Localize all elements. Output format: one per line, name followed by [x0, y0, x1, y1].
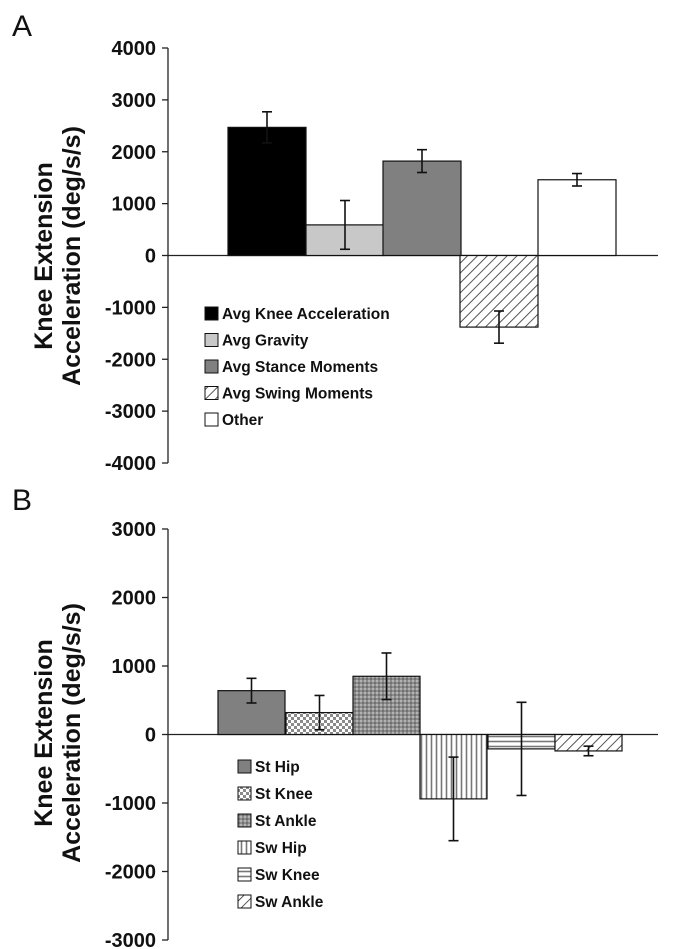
y-tick-label: 4000 — [112, 38, 157, 60]
bar — [537, 179, 617, 257]
y-tick-label: -3000 — [105, 401, 156, 423]
y-tick-label: -2000 — [105, 862, 156, 884]
y-tick-label: -2000 — [105, 349, 156, 371]
bar — [382, 160, 462, 257]
panel-a-bars — [227, 111, 617, 344]
y-tick-label: -4000 — [105, 453, 156, 475]
legend-swatch — [237, 759, 252, 774]
legend-swatch — [237, 867, 252, 882]
y-tick-label: 2000 — [112, 142, 157, 164]
panel-b-bars — [217, 652, 623, 842]
y-axis-label-line: Acceleration (deg/s/s) — [58, 603, 86, 863]
y-tick-label: -3000 — [105, 930, 156, 949]
legend-swatch — [237, 840, 252, 855]
panel-b-legend: St Hip St Knee St Ankle Sw Hip Sw Knee Sw Ank… — [237, 759, 324, 911]
panel-a-chart: A 40003000200010000-1000-2000-3000-4000 … — [12, 10, 658, 475]
legend-swatch — [204, 412, 219, 427]
legend-label: St Hip — [255, 759, 300, 776]
legend-swatch — [237, 894, 252, 909]
legend-label: Sw Knee — [255, 867, 320, 884]
legend-swatch — [204, 386, 219, 400]
panel-a-legend: Avg Knee Acceleration Avg Gravity Avg Stan… — [204, 306, 390, 429]
y-axis-label-line: Acceleration (deg/s/s) — [58, 126, 86, 386]
y-tick-label: 1000 — [112, 194, 157, 216]
legend-swatch — [237, 786, 252, 801]
panel-b-chart: B 3000 2000 1000 0 -1000 -2000 -3000 Knee Exte… — [12, 484, 658, 949]
legend-label: Sw Ankle — [255, 894, 324, 911]
legend-label: Avg Knee Acceleration — [222, 306, 390, 323]
legend-label: Sw Hip — [255, 840, 307, 857]
legend-label: Avg Gravity — [222, 333, 309, 350]
legend-label: St Ankle — [255, 813, 317, 830]
y-axis-label-line: Knee Extension — [30, 162, 58, 350]
legend-label: St Knee — [255, 786, 313, 803]
y-tick-label: 0 — [145, 246, 156, 268]
y-axis-label-line: Knee Extension — [30, 639, 58, 827]
legend-swatch — [204, 306, 219, 321]
bar — [227, 126, 307, 257]
y-tick-label: 3000 — [112, 519, 157, 541]
legend-label: Avg Stance Moments — [222, 359, 378, 376]
panel-b-y-axis-label: Knee Extension Acceleration (deg/s/s) — [30, 603, 86, 863]
y-tick-label: -1000 — [105, 793, 156, 815]
legend-label: Avg Swing Moments — [222, 386, 373, 403]
legend-label: Other — [222, 412, 263, 429]
panel-a-y-axis-label: Knee Extension Acceleration (deg/s/s) — [30, 126, 86, 386]
y-tick-label: 2000 — [112, 588, 157, 610]
panel-a-label: A — [12, 10, 32, 43]
y-tick-label: 3000 — [112, 90, 157, 112]
y-tick-label: 1000 — [112, 656, 157, 678]
y-tick-label: -1000 — [105, 297, 156, 319]
panel-a-y-axis: 4000 3000 2000 1000 0 -1000 -2000 -3000 -4000 — [105, 38, 658, 475]
legend-swatch — [204, 333, 219, 347]
legend-swatch — [204, 359, 219, 374]
legend-swatch — [237, 813, 252, 828]
y-tick-label: 0 — [145, 725, 156, 747]
panel-b-label: B — [12, 484, 32, 517]
